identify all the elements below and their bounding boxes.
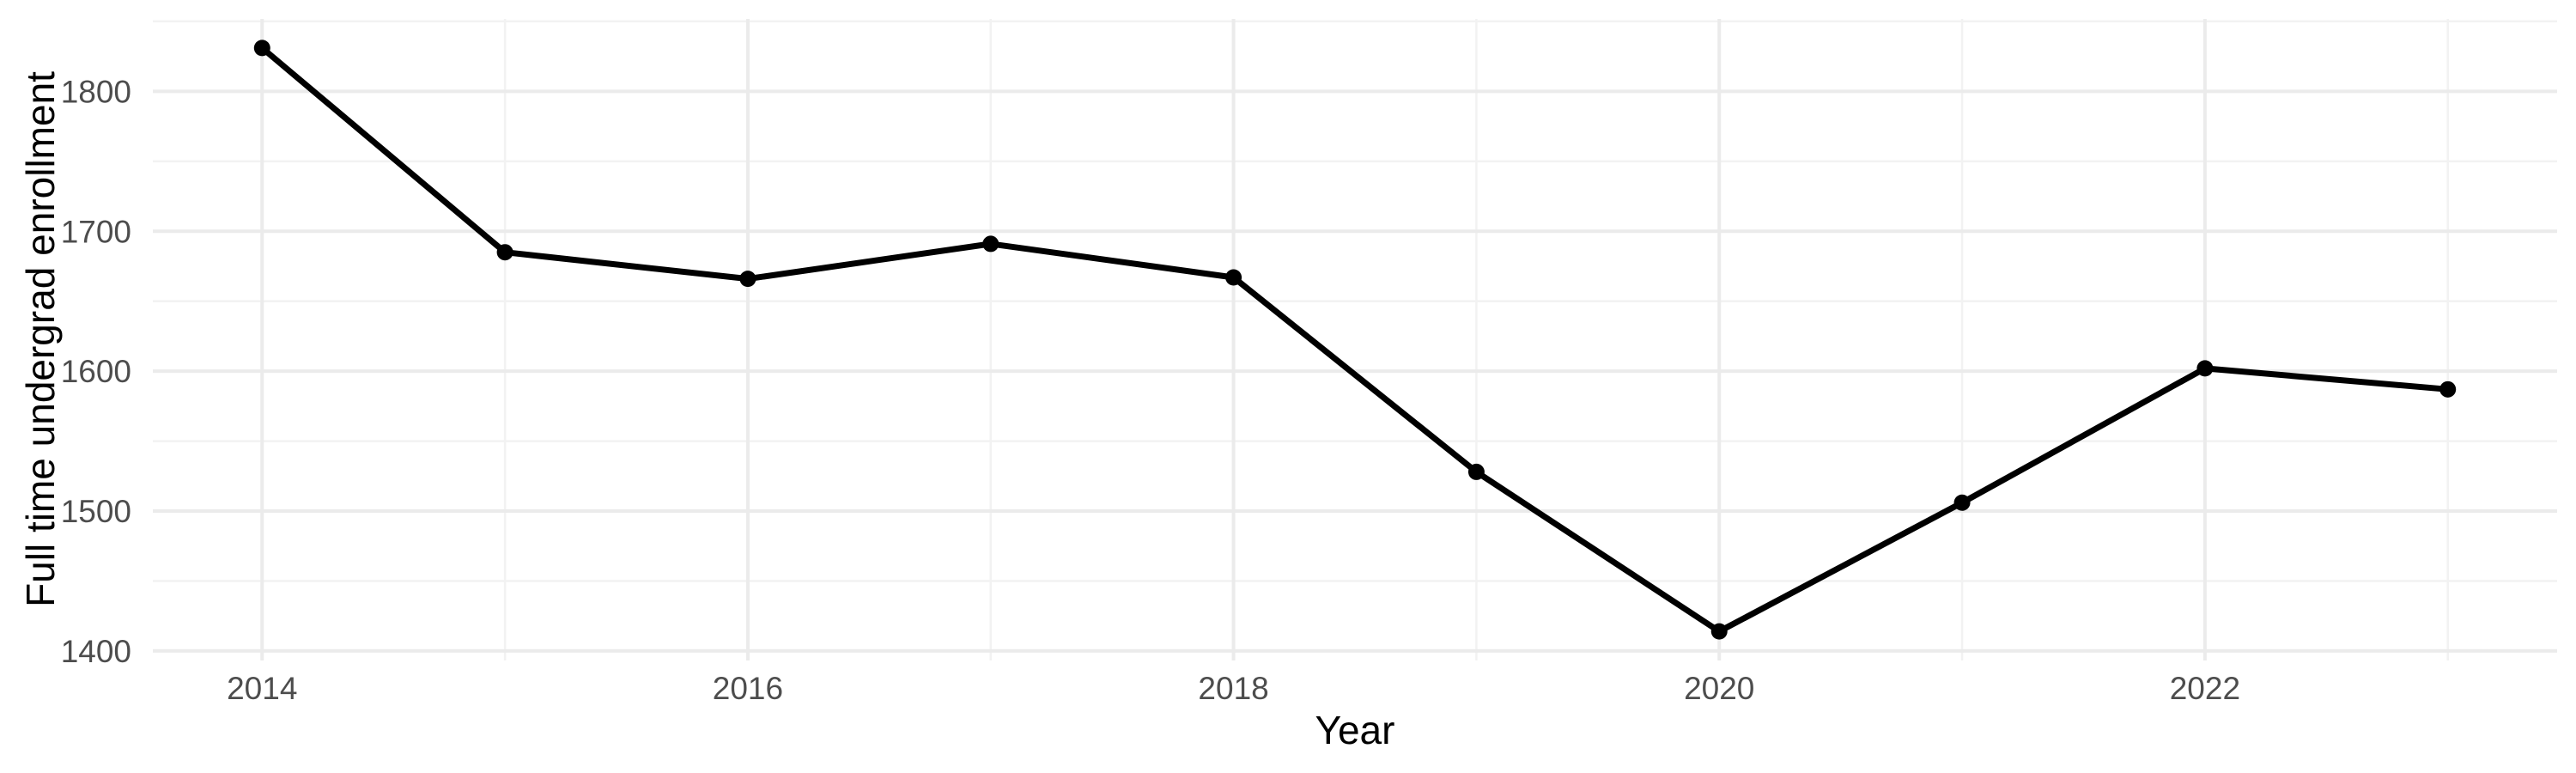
- data-point: [1710, 623, 1728, 640]
- x-tick-label: 2020: [1684, 671, 1754, 706]
- x-axis-title: Year: [1315, 708, 1395, 752]
- data-point: [253, 40, 270, 57]
- data-point: [1225, 269, 1242, 286]
- x-tick-label: 2014: [227, 671, 297, 706]
- x-axis-tick-labels: 2014 2016 2018 2020 2022: [227, 671, 2240, 706]
- y-tick-label: 1700: [61, 214, 131, 249]
- enrollment-line: [260, 46, 2449, 635]
- data-point: [982, 235, 999, 253]
- grid-minor-layer: [153, 19, 2557, 660]
- data-point: [1467, 463, 1485, 480]
- enrollment-series: [253, 40, 2457, 640]
- data-point: [739, 271, 756, 288]
- x-tick-label: 2016: [713, 671, 783, 706]
- y-tick-label: 1800: [61, 74, 131, 109]
- data-point: [1953, 494, 1971, 511]
- data-points-layer: [253, 40, 2457, 640]
- x-tick-label: 2022: [2170, 671, 2240, 706]
- data-point: [496, 244, 513, 261]
- y-tick-label: 1400: [61, 634, 131, 669]
- data-point: [2196, 360, 2214, 377]
- x-tick-label: 2018: [1198, 671, 1268, 706]
- y-axis-title: Full time undergrad enrollment: [18, 71, 63, 607]
- y-tick-label: 1500: [61, 494, 131, 529]
- y-axis-tick-labels: 1400 1500 1600 1700 1800: [61, 74, 131, 669]
- data-point: [2439, 380, 2457, 398]
- y-tick-label: 1600: [61, 354, 131, 389]
